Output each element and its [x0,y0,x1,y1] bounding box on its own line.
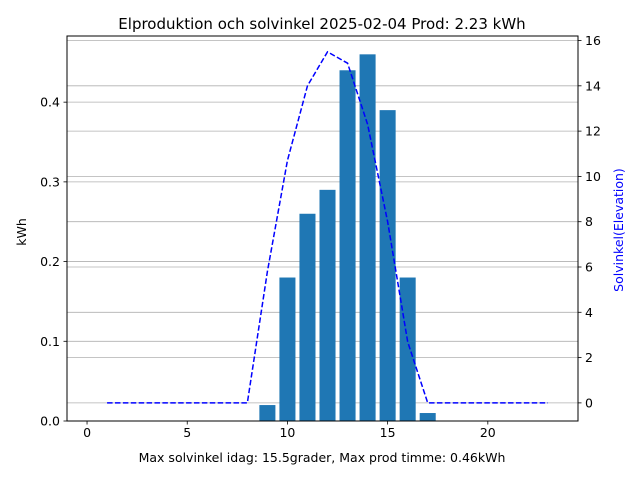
elevation-line [107,50,548,404]
y2-tick-label: 6 [585,260,593,275]
y-axis-label: kWh [14,218,29,246]
x-axis-label: Max solvinkel idag: 15.5grader, Max prod… [139,450,506,465]
y2-tick-label: 4 [585,305,593,320]
bar [339,70,356,421]
x-tick-label: 15 [380,425,396,440]
y2-tick-label: 2 [585,350,593,365]
y-tick-label: 0.0 [40,414,60,429]
y-tick-label: 0.3 [40,174,60,189]
x-tick-label: 5 [183,425,191,440]
bar [299,213,316,421]
y-tick-label: 0.2 [40,254,60,269]
y2-axis-label: Solvinkel(Elevation) [611,168,626,292]
plot-frame [66,35,579,422]
y2-tick-label: 0 [585,395,593,410]
chart-title: Elproduktion och solvinkel 2025-02-04 Pr… [118,15,525,33]
bar [399,277,416,421]
y2-tick-label: 16 [585,33,601,48]
y2-tick-label: 14 [585,78,601,93]
bar [259,405,276,421]
y2-tick-label: 12 [585,124,601,139]
x-tick-label: 20 [480,425,496,440]
y-tick-label: 0.4 [40,95,60,110]
x-tick-label: 10 [279,425,295,440]
x-tick-label: 0 [83,425,91,440]
bar [419,413,436,421]
y2-tick-label: 8 [585,214,593,229]
bar [379,110,396,421]
bar [279,277,296,421]
bar [319,189,336,421]
y-tick-label: 0.1 [40,334,60,349]
y2-tick-label: 10 [585,169,601,184]
